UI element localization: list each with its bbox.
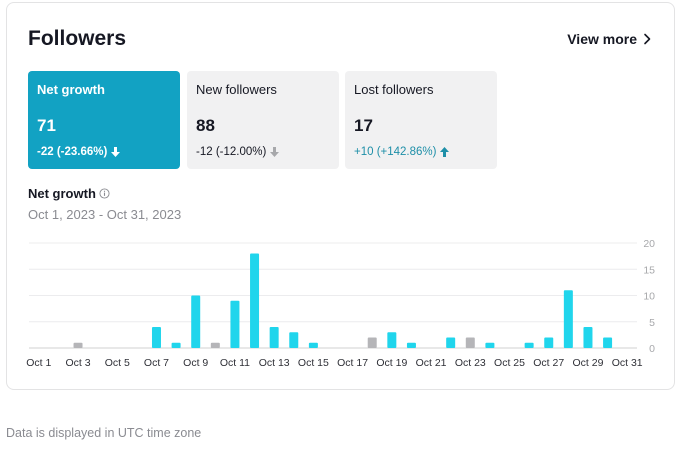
metric-card-net-growth[interactable]: Net growth 71 -22 (-23.66%): [28, 71, 180, 169]
y-tick-label: 0: [649, 343, 655, 355]
bar[interactable]: [603, 337, 613, 349]
view-more-link[interactable]: View more: [567, 31, 653, 47]
y-tick-label: 20: [643, 238, 655, 250]
bar[interactable]: [446, 337, 456, 349]
bar[interactable]: [230, 300, 240, 348]
bar[interactable]: [151, 327, 161, 348]
bar[interactable]: [191, 295, 201, 349]
info-icon[interactable]: [99, 188, 110, 199]
x-tick-label: Oct 21: [416, 357, 447, 369]
x-tick-label: Oct 17: [337, 357, 368, 369]
panel-title: Followers: [28, 27, 127, 50]
y-tick-label: 15: [643, 264, 655, 276]
x-tick-label: Oct 25: [494, 357, 525, 369]
bar[interactable]: [367, 337, 377, 349]
x-tick-label: Oct 1: [26, 357, 51, 369]
metric-label: Net growth: [37, 82, 105, 97]
chevron-right-icon: [644, 33, 651, 45]
metric-change: +10 (+142.86%): [354, 146, 450, 158]
metric-value: 71: [37, 116, 56, 135]
x-tick-label: Oct 29: [572, 357, 603, 369]
bar[interactable]: [269, 327, 279, 348]
bar[interactable]: [465, 337, 475, 349]
metric-label: New followers: [196, 82, 277, 97]
date-range: Oct 1, 2023 - Oct 31, 2023: [28, 207, 182, 222]
arrow-up-icon: [440, 147, 450, 157]
y-tick-label: 10: [643, 291, 655, 303]
x-tick-label: Oct 19: [376, 357, 407, 369]
x-tick-label: Oct 11: [220, 357, 250, 369]
metric-card-new-followers[interactable]: New followers 88 -12 (-12.00%): [187, 71, 339, 169]
x-tick-label: Oct 3: [65, 357, 90, 369]
net-growth-bar-chart: 0 5 10 15 20 Oct 1 Oct 3 Oct 5 Oct 7 Oct 9 Oct 11 O…: [26, 238, 655, 369]
bar[interactable]: [387, 332, 397, 348]
metric-change-text: -22 (-23.66%): [37, 146, 108, 158]
bar[interactable]: [73, 342, 83, 348]
chart-title-text: Net growth: [28, 186, 96, 201]
metric-change: -22 (-23.66%): [37, 146, 121, 158]
bar[interactable]: [250, 253, 260, 349]
x-tick-label: Oct 9: [183, 357, 208, 369]
x-tick-label: Oct 27: [533, 357, 564, 369]
bar[interactable]: [289, 332, 299, 348]
metric-change-text: +10 (+142.86%): [354, 146, 437, 158]
bar[interactable]: [171, 342, 181, 348]
bar[interactable]: [544, 337, 554, 349]
timezone-note: Data is displayed in UTC time zone: [6, 426, 202, 440]
metric-card-lost-followers[interactable]: Lost followers 17 +10 (+142.86%): [345, 71, 497, 169]
metric-change-text: -12 (-12.00%): [196, 146, 267, 158]
x-tick-label: Oct 31: [612, 357, 643, 369]
y-tick-label: 5: [649, 317, 655, 329]
bar[interactable]: [210, 342, 220, 348]
bar[interactable]: [524, 342, 534, 348]
x-tick-label: Oct 5: [105, 357, 130, 369]
x-tick-label: Oct 13: [259, 357, 290, 369]
followers-card: Followers View more Net growth 71 -22 (-…: [6, 2, 675, 390]
metric-change: -12 (-12.00%): [196, 146, 280, 158]
bar[interactable]: [308, 342, 318, 348]
chart-title: Net growth: [28, 186, 110, 201]
metric-label: Lost followers: [354, 82, 434, 97]
bar[interactable]: [583, 327, 593, 348]
metric-value: 17: [354, 116, 373, 135]
bar[interactable]: [485, 342, 495, 348]
arrow-down-icon: [270, 147, 280, 157]
x-tick-label: Oct 15: [298, 357, 329, 369]
x-tick-label: Oct 23: [455, 357, 486, 369]
x-tick-label: Oct 7: [144, 357, 169, 369]
bar[interactable]: [563, 290, 573, 348]
view-more-label: View more: [567, 31, 637, 47]
bar[interactable]: [406, 342, 416, 348]
metric-value: 88: [196, 116, 215, 135]
arrow-down-icon: [111, 147, 121, 157]
